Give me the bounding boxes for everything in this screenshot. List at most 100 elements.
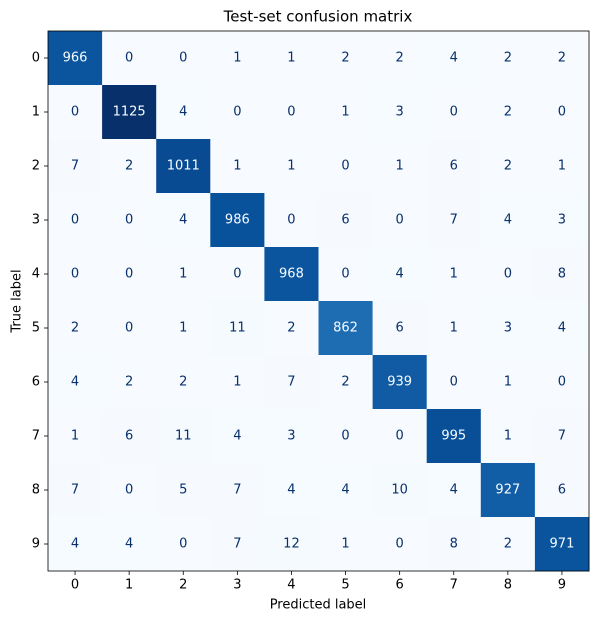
x-tick-label: 7 bbox=[450, 578, 458, 593]
heatmap-cell bbox=[372, 463, 428, 518]
cell-label: 12 bbox=[283, 537, 300, 552]
y-tick-label: 4 bbox=[32, 267, 40, 282]
cell-label: 4 bbox=[450, 483, 458, 498]
heatmap-cell bbox=[48, 355, 103, 410]
heatmap-cell bbox=[210, 85, 265, 140]
cell-label: 0 bbox=[396, 429, 404, 444]
heatmap-cell bbox=[264, 139, 319, 194]
cell-label: 0 bbox=[341, 267, 349, 282]
cell-label: 4 bbox=[287, 483, 295, 498]
y-tick-label: 2 bbox=[32, 159, 40, 174]
heatmap-cell bbox=[156, 409, 211, 464]
heatmap-cell bbox=[426, 463, 482, 518]
heatmap-cell bbox=[48, 193, 103, 248]
heatmap-cell bbox=[534, 301, 590, 356]
cell-label: 1125 bbox=[113, 105, 146, 120]
cell-label: 11 bbox=[175, 429, 192, 444]
cell-label: 1011 bbox=[167, 159, 200, 174]
cell-label: 2 bbox=[504, 51, 512, 66]
cell-label: 1 bbox=[287, 159, 295, 174]
heatmap-cell bbox=[372, 31, 428, 86]
heatmap-cell bbox=[48, 31, 103, 86]
cell-label: 0 bbox=[179, 537, 187, 552]
cell-label: 2 bbox=[125, 375, 133, 390]
cell-label: 968 bbox=[279, 267, 304, 282]
cell-label: 3 bbox=[396, 105, 404, 120]
heatmap-cell bbox=[264, 301, 319, 356]
y-axis-label: True label bbox=[10, 269, 25, 333]
cell-label: 1 bbox=[179, 267, 187, 282]
heatmap-cell bbox=[426, 301, 482, 356]
heatmap-cell bbox=[264, 409, 319, 464]
cell-label: 0 bbox=[71, 267, 79, 282]
cell-label: 966 bbox=[63, 51, 88, 66]
heatmap-cell bbox=[480, 355, 536, 410]
heatmap-cell bbox=[156, 85, 211, 140]
x-axis-label: Predicted label bbox=[270, 598, 367, 613]
heatmap-cell bbox=[534, 409, 590, 464]
cell-label: 1 bbox=[233, 159, 241, 174]
heatmap-cell bbox=[210, 463, 265, 518]
cell-label: 0 bbox=[125, 483, 133, 498]
x-tick-label: 3 bbox=[233, 578, 241, 593]
cell-label: 6 bbox=[341, 213, 349, 228]
heatmap-cell bbox=[102, 517, 157, 572]
cell-label: 1 bbox=[450, 321, 458, 336]
heatmap-cell bbox=[372, 85, 428, 140]
heatmap-cell bbox=[480, 31, 536, 86]
cell-label: 4 bbox=[504, 213, 512, 228]
cell-label: 0 bbox=[504, 267, 512, 282]
cell-label: 1 bbox=[71, 429, 79, 444]
cell-label: 0 bbox=[125, 267, 133, 282]
heatmap-cell bbox=[264, 85, 319, 140]
heatmap-cell bbox=[318, 409, 374, 464]
heatmap-cell bbox=[372, 517, 428, 572]
cell-label: 1 bbox=[504, 375, 512, 390]
heatmap-cell bbox=[534, 355, 590, 410]
y-tick-label: 0 bbox=[32, 51, 40, 66]
heatmap-cell bbox=[210, 517, 265, 572]
heatmap-cell bbox=[156, 247, 211, 302]
x-tick-label: 6 bbox=[396, 578, 404, 593]
y-tick-label: 5 bbox=[32, 321, 40, 336]
cell-label: 6 bbox=[396, 321, 404, 336]
heatmap-cell bbox=[102, 85, 157, 140]
cell-label: 4 bbox=[71, 537, 79, 552]
heatmap-cell bbox=[210, 247, 265, 302]
heatmap-cell bbox=[264, 463, 319, 518]
cell-label: 995 bbox=[441, 429, 466, 444]
cell-label: 0 bbox=[341, 429, 349, 444]
cell-label: 0 bbox=[233, 105, 241, 120]
cell-label: 2 bbox=[558, 51, 566, 66]
cell-label: 3 bbox=[287, 429, 295, 444]
heatmap-cell bbox=[102, 463, 157, 518]
heatmap-cell bbox=[156, 193, 211, 248]
heatmap-cell bbox=[534, 517, 590, 572]
cell-label: 6 bbox=[558, 483, 566, 498]
heatmap-cell bbox=[48, 463, 103, 518]
cell-label: 1 bbox=[233, 375, 241, 390]
heatmap-cell bbox=[156, 31, 211, 86]
heatmap-cell bbox=[102, 247, 157, 302]
heatmap-cell bbox=[102, 139, 157, 194]
cell-label: 939 bbox=[387, 375, 412, 390]
heatmap-cell bbox=[534, 139, 590, 194]
cell-label: 8 bbox=[558, 267, 566, 282]
heatmap-cell bbox=[372, 355, 428, 410]
cell-label: 1 bbox=[396, 159, 404, 174]
heatmap-cell bbox=[210, 31, 265, 86]
heatmap-cell bbox=[534, 247, 590, 302]
heatmap-cell bbox=[318, 139, 374, 194]
cell-label: 0 bbox=[558, 375, 566, 390]
heatmap-cell bbox=[264, 517, 319, 572]
cell-label: 986 bbox=[225, 213, 250, 228]
heatmap-cell bbox=[480, 517, 536, 572]
y-tick-label: 9 bbox=[32, 537, 40, 552]
cell-label: 4 bbox=[179, 105, 187, 120]
x-tick-label: 9 bbox=[558, 578, 566, 593]
heatmap-cell bbox=[264, 31, 319, 86]
cell-label: 2 bbox=[504, 105, 512, 120]
heatmap-cell bbox=[426, 409, 482, 464]
cell-label: 3 bbox=[558, 213, 566, 228]
